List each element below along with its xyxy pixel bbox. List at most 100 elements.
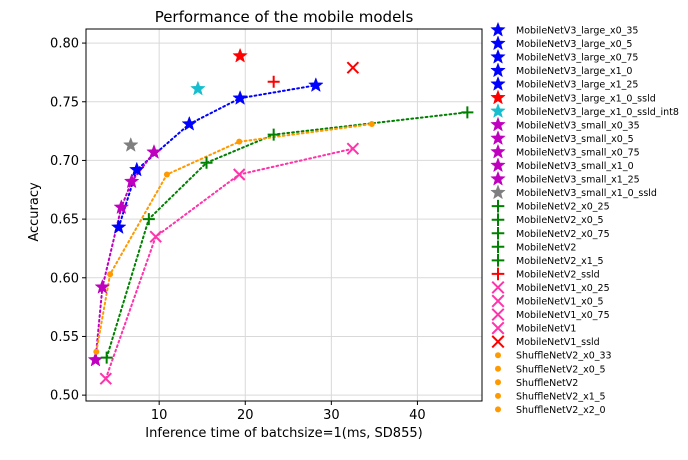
legend-marker-plus <box>491 226 505 240</box>
legend-marker-plus <box>491 240 505 254</box>
legend-marker-x <box>491 321 505 335</box>
legend-marker-plus <box>491 199 505 213</box>
y-axis-label: Accuracy <box>27 182 42 242</box>
legend-marker-star <box>490 35 506 51</box>
legend-marker-star <box>490 143 506 159</box>
legend-label: MobileNetV3_small_x0_75 <box>516 147 640 158</box>
legend-label: MobileNetV3_small_x1_25 <box>516 175 640 186</box>
legend-label: MobileNetV3_large_x1_0_ssld_int8 <box>516 107 679 118</box>
data-point-x <box>346 142 360 155</box>
legend-label: MobileNetV1 <box>516 324 576 335</box>
legend-label: MobileNetV3_small_x0_5 <box>516 134 634 145</box>
y-tick-label: 0.70 <box>50 154 79 169</box>
legend-marker-star <box>490 157 506 173</box>
legend-marker-star <box>490 103 506 118</box>
data-point-plus <box>461 106 474 119</box>
legend-marker-star <box>490 21 506 37</box>
data-point-star <box>113 199 130 215</box>
legend: MobileNetV3_large_x0_35 MobileNetV3_large… <box>490 21 679 416</box>
legend-label: MobileNetV2_x0_5 <box>516 215 604 226</box>
data-point-star <box>122 136 139 152</box>
legend-marker-dot <box>495 379 501 386</box>
legend-label: MobileNetV3_large_x0_35 <box>516 26 638 37</box>
legend-label: ShuffleNetV2_x0_5 <box>516 364 606 375</box>
y-tick-label: 0.50 <box>50 389 79 404</box>
x-tick-label: 10 <box>151 408 168 423</box>
legend-marker-dot <box>495 392 501 399</box>
legend-label: MobileNetV3_small_x0_35 <box>516 120 640 131</box>
data-point-star <box>232 47 248 63</box>
data-point-plus <box>267 128 280 141</box>
data-point-x <box>233 168 246 181</box>
legend-marker-star <box>490 89 506 105</box>
legend-label: MobileNetV2_x0_75 <box>516 229 610 240</box>
legend-marker-star <box>490 116 506 132</box>
data-point-plus <box>142 213 155 226</box>
data-point-x <box>149 230 162 243</box>
trend-line <box>104 147 354 380</box>
data-point-star <box>94 278 111 294</box>
legend-label: MobileNetV3_large_x0_75 <box>516 53 638 64</box>
y-tick-label: 0.60 <box>50 271 79 286</box>
data-point-star <box>128 161 145 177</box>
legend-marker-x <box>491 308 505 322</box>
legend-label: MobileNetV1_x0_5 <box>516 297 604 308</box>
trend-line <box>117 84 317 229</box>
data-point-plus <box>100 351 113 364</box>
legend-label: MobileNetV3_large_x1_0 <box>516 66 632 77</box>
legend-marker-plus <box>491 267 505 281</box>
legend-marker-star <box>490 170 506 186</box>
legend-marker-plus <box>491 213 505 226</box>
legend-label: MobileNetV2_ssld <box>516 269 600 280</box>
y-tick-label: 0.75 <box>50 95 79 110</box>
x-tick-label: 20 <box>237 408 254 423</box>
trend-line <box>94 151 155 361</box>
legend-marker-star <box>490 184 506 200</box>
x-axis-label: Inference time of batchsize=1(ms, SD855) <box>145 426 422 441</box>
legend-label: ShuffleNetV2_x0_33 <box>516 351 612 362</box>
legend-label: MobileNetV2 <box>516 242 576 253</box>
data-point-star <box>308 77 324 92</box>
x-tick-label: 40 <box>409 408 426 423</box>
data-point-dot <box>368 121 375 128</box>
legend-label: MobileNetV3_small_x1_0 <box>516 161 634 172</box>
trend-line <box>95 123 373 353</box>
legend-marker-x <box>491 294 505 308</box>
y-tick-label: 0.80 <box>50 37 79 52</box>
legend-marker-dot <box>495 365 501 372</box>
legend-marker-star <box>490 48 506 64</box>
legend-marker-star <box>490 130 506 146</box>
data-point-star <box>181 115 198 131</box>
legend-label: ShuffleNetV2 <box>516 378 578 389</box>
legend-label: MobileNetV1_x0_25 <box>516 283 610 294</box>
data-markers <box>87 47 474 385</box>
legend-marker-x <box>491 335 505 349</box>
legend-marker-star <box>490 62 506 78</box>
legend-marker-x <box>491 280 505 294</box>
legend-label: MobileNetV3_large_x0_5 <box>516 39 632 50</box>
legend-marker-star <box>490 75 506 91</box>
data-point-star <box>110 219 127 234</box>
y-tick-label: 0.65 <box>50 213 79 228</box>
legend-label: MobileNetV3_large_x1_0_ssld <box>516 93 656 104</box>
data-point-plus <box>267 75 280 88</box>
legend-marker-dot <box>495 352 501 359</box>
data-point-star <box>190 80 206 96</box>
data-point-star <box>232 90 248 105</box>
plot-frame <box>85 28 483 402</box>
legend-label: MobileNetV2_x0_25 <box>516 202 610 213</box>
data-point-dot <box>163 171 170 178</box>
y-tick-label: 0.55 <box>50 330 79 345</box>
x-tick-label: 30 <box>323 408 340 423</box>
data-point-plus <box>200 156 213 169</box>
legend-label: ShuffleNetV2_x1_5 <box>516 391 606 402</box>
data-point-x <box>346 61 360 74</box>
legend-label: ShuffleNetV2_x2_0 <box>516 405 606 416</box>
legend-label: MobileNetV2_x1_5 <box>516 256 604 267</box>
legend-marker-dot <box>495 406 501 413</box>
data-point-x <box>99 372 113 385</box>
axis-ticks: 10 20 30 40 0.50 0.55 0.60 0.65 0.70 0.75 0.80 <box>50 37 426 423</box>
legend-label: MobileNetV3_large_x1_25 <box>516 80 638 91</box>
data-point-dot <box>107 271 114 278</box>
data-point-dot <box>236 138 243 145</box>
